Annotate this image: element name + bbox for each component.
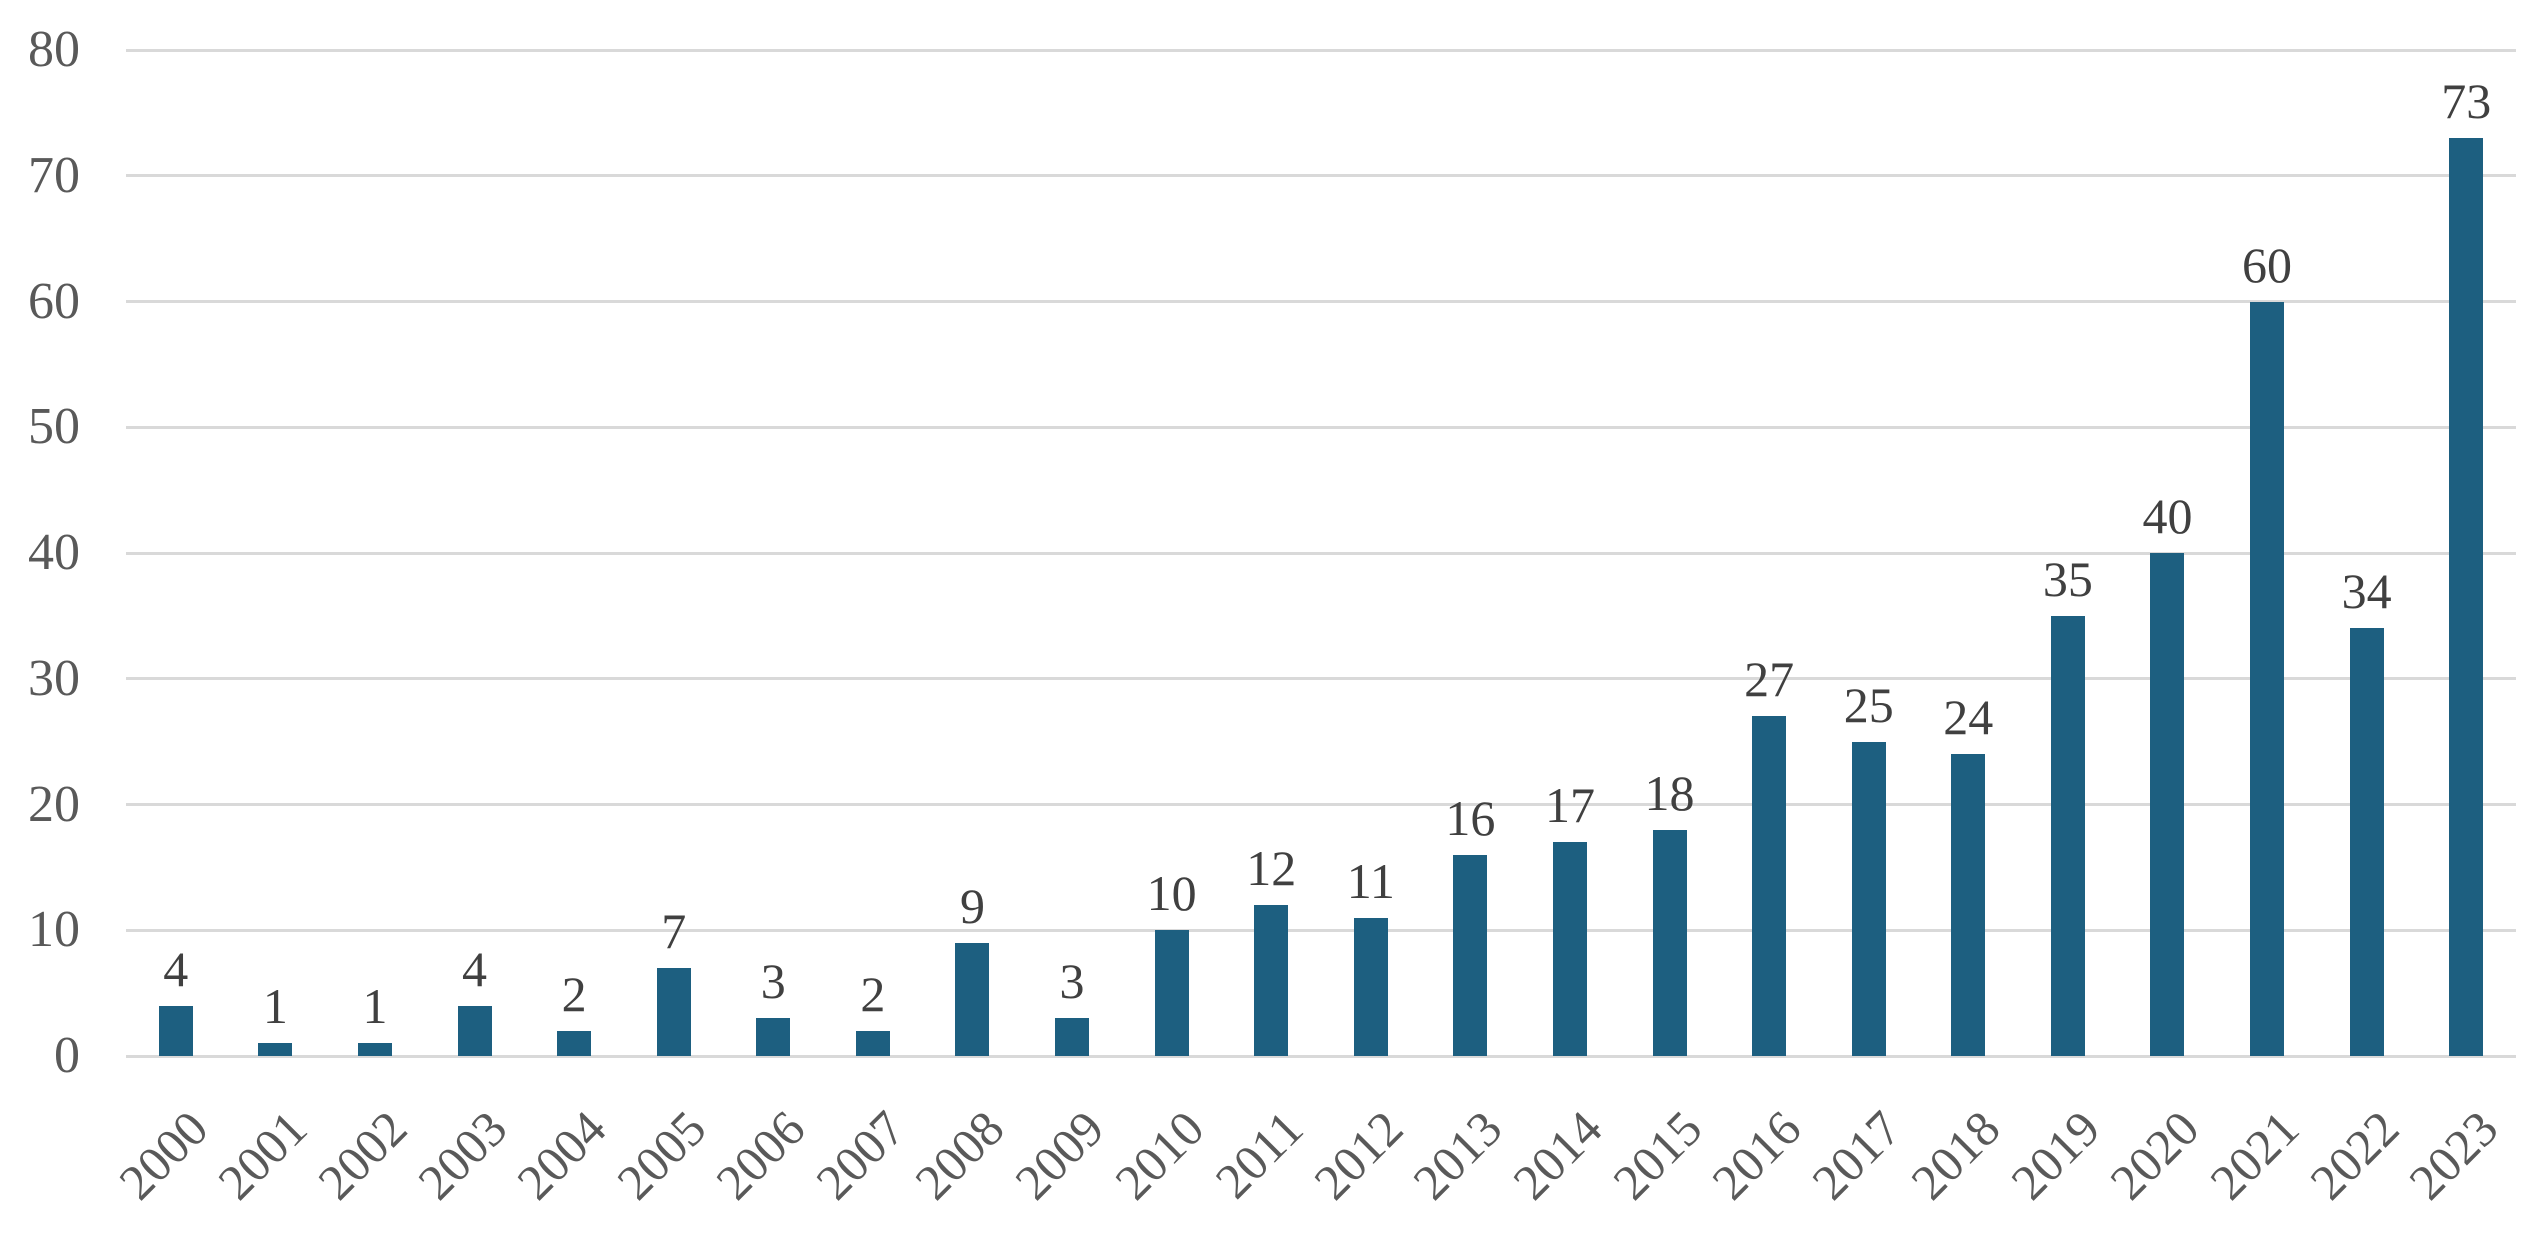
- gridline-y-70: [126, 174, 2516, 178]
- bar-2010: [1154, 930, 1189, 1056]
- y-axis-tick-label-10: 10: [28, 901, 80, 959]
- bar-2008: [955, 942, 990, 1056]
- bar-2003: [457, 1005, 492, 1056]
- bar-value-label-2006: 3: [760, 953, 786, 1010]
- y-axis-tick-label-20: 20: [28, 775, 80, 833]
- bar-group-2005: 7: [624, 906, 724, 1056]
- bar-group-2012: 11: [1321, 856, 1421, 1056]
- gridline-y-10: [126, 928, 2516, 932]
- bar-2006: [756, 1018, 791, 1056]
- bar-group-2020: 40: [2117, 491, 2217, 1056]
- bar-group-2019: 35: [2018, 554, 2118, 1056]
- y-axis-tick-label-40: 40: [28, 524, 80, 581]
- bar-group-2011: 12: [1221, 843, 1321, 1056]
- gridline-y-40: [126, 551, 2516, 555]
- bar-value-label-2021: 60: [2242, 236, 2293, 293]
- bar-value-label-2005: 7: [661, 902, 687, 959]
- bar-value-label-2012: 11: [1346, 852, 1395, 909]
- bar-value-label-2002: 1: [362, 978, 388, 1035]
- bar-2005: [656, 967, 691, 1056]
- bar-2000: [158, 1005, 193, 1056]
- bar-2012: [1353, 917, 1388, 1056]
- bar-group-2023: 73: [2416, 76, 2516, 1056]
- bar-value-label-2023: 73: [2441, 73, 2492, 130]
- bar-value-label-2007: 2: [860, 965, 886, 1022]
- bar-group-2004: 2: [524, 969, 624, 1056]
- bar-2004: [557, 1030, 592, 1056]
- gridline-y-30: [126, 677, 2516, 681]
- bar-2020: [2150, 553, 2185, 1056]
- bar-group-2022: 34: [2317, 566, 2417, 1056]
- bar-2018: [1951, 754, 1986, 1056]
- y-axis-tick-label-30: 30: [28, 649, 80, 707]
- bar-group-2006: 3: [723, 956, 823, 1056]
- bar-group-2010: 10: [1122, 868, 1222, 1056]
- bar-2023: [2449, 138, 2484, 1056]
- bar-group-2007: 2: [823, 969, 923, 1056]
- gridline-y-0: [126, 1054, 2516, 1058]
- bar-group-2009: 3: [1022, 956, 1122, 1056]
- bar-2019: [2050, 615, 2085, 1056]
- bar-value-label-2010: 10: [1146, 865, 1197, 922]
- bar-2022: [2349, 628, 2384, 1056]
- bar-group-2001: 1: [225, 981, 325, 1056]
- bar-value-label-2018: 24: [1943, 689, 1994, 746]
- bar-2017: [1851, 741, 1886, 1056]
- bar-value-label-2013: 16: [1445, 789, 1496, 846]
- bar-2001: [258, 1043, 293, 1056]
- bar-value-label-2020: 40: [2142, 488, 2193, 544]
- bar-value-label-2003: 4: [462, 940, 488, 997]
- bar-value-label-2017: 25: [1843, 676, 1894, 733]
- bar-group-2003: 4: [425, 944, 525, 1056]
- gridline-y-80: [126, 48, 2516, 52]
- bar-group-2002: 1: [325, 981, 425, 1056]
- bar-group-2014: 17: [1520, 780, 1620, 1056]
- gridline-y-20: [126, 803, 2516, 806]
- bar-2016: [1752, 716, 1787, 1056]
- bar-value-label-2011: 12: [1246, 840, 1297, 897]
- bar-2011: [1254, 905, 1289, 1056]
- bar-value-label-2004: 2: [561, 965, 587, 1022]
- bar-value-label-2000: 4: [163, 940, 189, 997]
- y-axis-tick-label-60: 60: [28, 272, 80, 330]
- bar-value-label-2016: 27: [1744, 651, 1795, 708]
- gridline-y-60: [126, 300, 2516, 303]
- bar-2009: [1055, 1018, 1090, 1056]
- bar-value-label-2001: 1: [262, 978, 288, 1035]
- bar-group-2008: 9: [922, 881, 1022, 1056]
- bar-group-2000: 4: [126, 944, 226, 1056]
- bar-2015: [1652, 829, 1687, 1056]
- bar-value-label-2015: 18: [1644, 764, 1695, 821]
- bar-value-label-2009: 3: [1059, 953, 1085, 1010]
- bar-value-label-2019: 35: [2042, 550, 2093, 607]
- bar-group-2018: 24: [1918, 692, 2018, 1056]
- y-axis-tick-label-70: 70: [28, 146, 80, 204]
- bar-2021: [2250, 301, 2285, 1056]
- bar-value-label-2022: 34: [2341, 563, 2392, 620]
- bar-group-2015: 18: [1620, 768, 1720, 1056]
- y-axis-tick-label-80: 80: [28, 21, 80, 78]
- y-axis-tick-label-0: 0: [54, 1027, 80, 1084]
- gridline-y-50: [126, 425, 2516, 429]
- bar-value-label-2008: 9: [959, 877, 985, 934]
- bar-2013: [1453, 854, 1488, 1056]
- bar-group-2016: 27: [1719, 654, 1819, 1056]
- y-axis-tick-label-50: 50: [28, 398, 80, 456]
- bar-2014: [1552, 842, 1587, 1056]
- bar-2002: [357, 1043, 392, 1056]
- bar-2007: [855, 1030, 890, 1056]
- bar-group-2017: 25: [1819, 680, 1919, 1056]
- bar-group-2021: 60: [2217, 236, 2317, 1056]
- bar-value-label-2014: 17: [1544, 777, 1595, 834]
- bar-group-2013: 16: [1420, 793, 1520, 1056]
